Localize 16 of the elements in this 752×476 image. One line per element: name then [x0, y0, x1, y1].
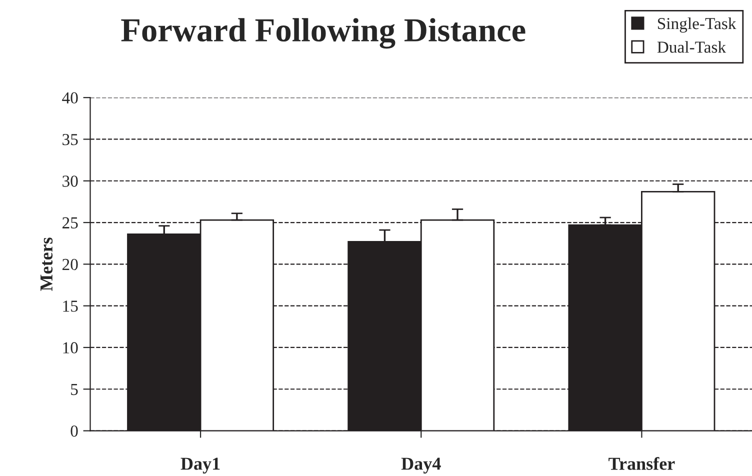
legend-label: Dual-Task: [657, 41, 726, 53]
y-tick-label: 25: [62, 217, 78, 228]
x-tick-label: Day1: [180, 458, 220, 474]
y-tick-label: 15: [63, 300, 78, 312]
y-tick-label: 40: [62, 92, 78, 104]
y-axis-title: Meters: [40, 238, 53, 291]
y-tick-label: 10: [63, 342, 78, 354]
chart-title: Forward Following Distance: [121, 18, 526, 49]
y-tick-label: 5: [71, 384, 78, 396]
y-tick-label: 0: [70, 425, 78, 437]
x-tick-label: Transfer: [608, 456, 675, 470]
y-tick-label: 20: [62, 258, 78, 270]
x-tick-label: Day4: [401, 458, 441, 474]
y-tick-label: 30: [62, 176, 78, 187]
legend-label: Single-Task: [658, 17, 736, 33]
y-tick-label: 35: [62, 134, 78, 146]
